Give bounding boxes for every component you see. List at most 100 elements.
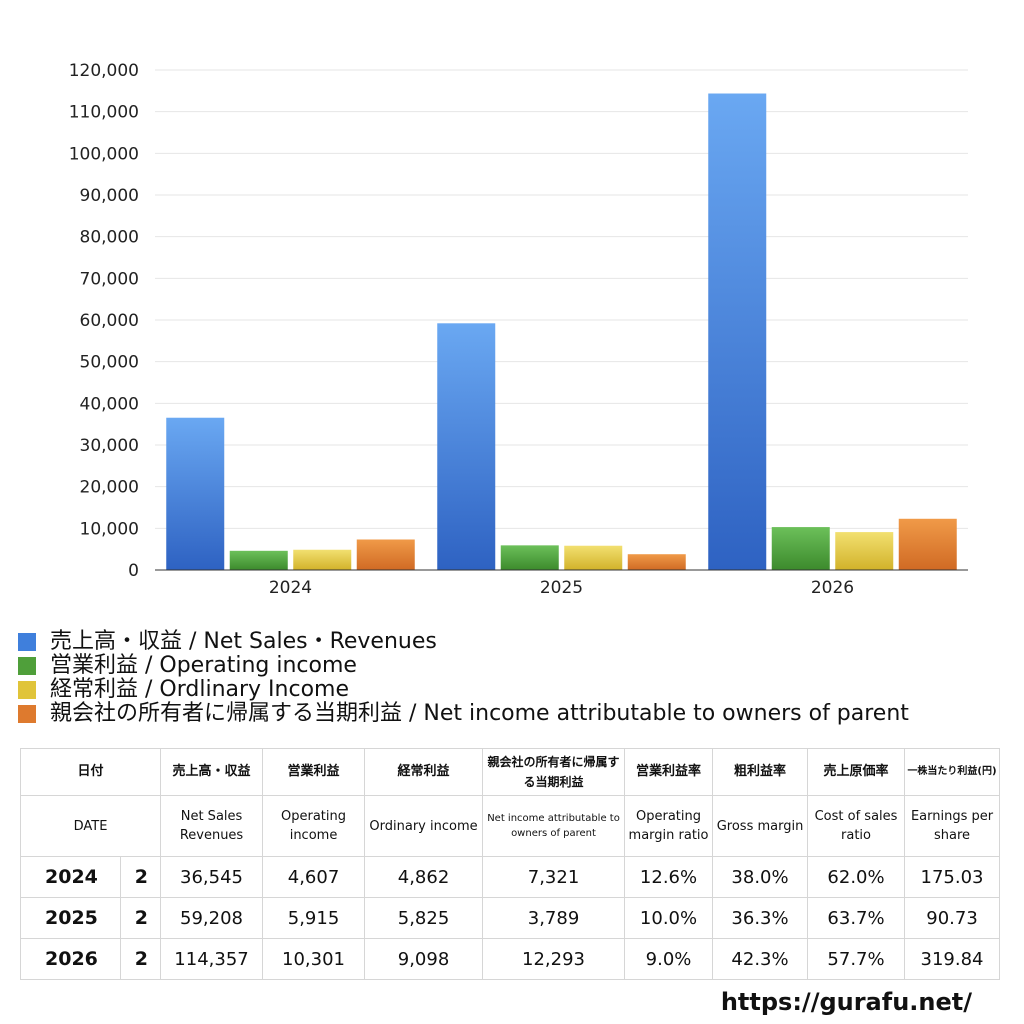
header-date-jp: 日付 <box>19 748 162 796</box>
header-net-income-jp: 親会社の所有者に帰属する当期利益 <box>482 748 626 796</box>
bar-2024-series-2 <box>293 549 352 570</box>
header-cost-ratio-en: Cost of sales ratio <box>807 795 906 857</box>
y-axis-ticks: 0 10,000 20,000 30,000 40,000 50,000 60,000 70,… <box>69 61 139 581</box>
legend-label: 営業利益 / Operating income <box>50 653 357 678</box>
row-year: 2026 <box>20 938 121 980</box>
table-row: 2025 2 59,208 5,915 5,825 3,789 10.0% 36… <box>20 897 1001 939</box>
legend: 売上高・収益 / Net Sales・Revenues 営業利益 / Opera… <box>18 630 1018 726</box>
legend-item-ordinary-income: 経常利益 / Ordlinary Income <box>18 678 1018 702</box>
bar-2024-series-0 <box>166 417 225 570</box>
cell-ordinary-income: 5,825 <box>364 897 484 939</box>
cell-net-income: 12,293 <box>482 938 626 980</box>
x-axis-ticks: 2024 2025 2026 <box>269 578 854 598</box>
cell-ordinary-income: 4,862 <box>364 856 484 898</box>
row-quarter: 2 <box>119 938 162 980</box>
cell-net-sales: 114,357 <box>160 938 264 980</box>
y-tick-label: 70,000 <box>80 269 139 289</box>
cell-operating-margin: 12.6% <box>624 856 714 898</box>
table-row: 2026 2 114,357 10,301 9,098 12,293 9.0% … <box>20 938 1001 980</box>
legend-item-operating-income: 営業利益 / Operating income <box>18 654 1018 678</box>
header-ordinary-income-jp: 経常利益 <box>364 748 484 796</box>
y-tick-label: 30,000 <box>80 436 139 456</box>
bar-2025-series-0 <box>437 323 496 570</box>
header-net-sales-jp: 売上高・収益 <box>160 748 264 796</box>
bar-2024-series-3 <box>356 539 415 570</box>
y-tick-label: 120,000 <box>69 61 139 81</box>
row-year: 2025 <box>20 897 121 939</box>
legend-swatch <box>18 657 36 675</box>
y-tick-label: 80,000 <box>80 228 139 248</box>
legend-label: 経常利益 / Ordlinary Income <box>50 677 349 702</box>
legend-swatch <box>18 705 36 723</box>
cell-ordinary-income: 9,098 <box>364 938 484 980</box>
row-quarter: 2 <box>119 897 162 939</box>
cell-gross-margin: 36.3% <box>712 897 809 939</box>
cell-operating-income: 4,607 <box>262 856 366 898</box>
cell-operating-margin: 9.0% <box>624 938 714 980</box>
y-tick-label: 50,000 <box>80 353 139 373</box>
cell-net-sales: 59,208 <box>160 897 264 939</box>
header-cost-ratio-jp: 売上原価率 <box>807 748 906 796</box>
row-year: 2024 <box>20 856 121 898</box>
cell-gross-margin: 38.0% <box>712 856 809 898</box>
y-tick-label: 110,000 <box>69 103 139 123</box>
cell-operating-income: 5,915 <box>262 897 366 939</box>
table-header-en: DATE Net Sales Revenues Operating income… <box>19 795 1001 857</box>
cell-operating-margin: 10.0% <box>624 897 714 939</box>
cell-eps: 90.73 <box>904 897 1001 939</box>
cell-eps: 175.03 <box>904 856 1001 898</box>
cell-net-income: 3,789 <box>482 897 626 939</box>
cell-operating-income: 10,301 <box>262 938 366 980</box>
cell-eps: 319.84 <box>904 938 1001 980</box>
legend-swatch <box>18 633 36 651</box>
y-tick-label: 100,000 <box>69 144 139 164</box>
header-gross-margin-jp: 粗利益率 <box>712 748 809 796</box>
y-tick-label: 90,000 <box>80 186 139 206</box>
y-tick-label: 0 <box>128 561 139 581</box>
bar-2025-series-3 <box>627 554 686 570</box>
bar-2026-series-2 <box>835 532 894 570</box>
cell-cost-ratio: 63.7% <box>807 897 906 939</box>
legend-label: 売上高・収益 / Net Sales・Revenues <box>50 629 437 654</box>
cell-gross-margin: 42.3% <box>712 938 809 980</box>
x-tick-label: 2025 <box>540 578 583 598</box>
header-net-income-en: Net income attributable to owners of par… <box>482 795 626 857</box>
header-operating-margin-en: Operating margin ratio <box>624 795 714 857</box>
bar-2024-series-1 <box>229 550 288 570</box>
header-eps-jp: 一株当たり利益(円) <box>904 748 1001 796</box>
y-tick-label: 40,000 <box>80 394 139 414</box>
legend-item-net-income: 親会社の所有者に帰属する当期利益 / Net income attributab… <box>18 702 1018 726</box>
bars <box>166 93 957 570</box>
x-tick-label: 2026 <box>811 578 854 598</box>
watermark-url: https://gurafu.net/ <box>720 988 972 1016</box>
bar-2026-series-0 <box>708 93 767 570</box>
header-gross-margin-en: Gross margin <box>712 795 809 857</box>
legend-item-net-sales: 売上高・収益 / Net Sales・Revenues <box>18 630 1018 654</box>
bar-chart: 0 10,000 20,000 30,000 40,000 50,000 60,000 70,… <box>69 61 968 598</box>
legend-label: 親会社の所有者に帰属する当期利益 / Net income attributab… <box>50 701 909 726</box>
cell-net-income: 7,321 <box>482 856 626 898</box>
gridlines <box>155 69 968 529</box>
cell-cost-ratio: 62.0% <box>807 856 906 898</box>
table-row: 2024 2 36,545 4,607 4,862 7,321 12.6% 38… <box>20 856 1001 898</box>
header-operating-income-en: Operating income <box>262 795 366 857</box>
x-tick-label: 2024 <box>269 578 312 598</box>
bar-2026-series-3 <box>898 518 957 570</box>
y-tick-label: 10,000 <box>80 519 139 539</box>
y-tick-label: 60,000 <box>80 311 139 331</box>
y-tick-label: 20,000 <box>80 478 139 498</box>
header-operating-margin-jp: 営業利益率 <box>624 748 714 796</box>
row-quarter: 2 <box>119 856 162 898</box>
bar-2025-series-2 <box>564 545 623 570</box>
header-ordinary-income-en: Ordinary income <box>364 795 484 857</box>
bar-2025-series-1 <box>500 545 559 570</box>
header-operating-income-jp: 営業利益 <box>262 748 366 796</box>
bar-2026-series-1 <box>771 527 830 570</box>
cell-net-sales: 36,545 <box>160 856 264 898</box>
cell-cost-ratio: 57.7% <box>807 938 906 980</box>
legend-swatch <box>18 681 36 699</box>
header-net-sales-en: Net Sales Revenues <box>160 795 264 857</box>
header-eps-en: Earnings per share <box>904 795 1001 857</box>
financial-table: 日付 売上高・収益 営業利益 経常利益 親会社の所有者に帰属する当期利益 営業利… <box>19 748 1001 980</box>
table-header-jp: 日付 売上高・収益 営業利益 経常利益 親会社の所有者に帰属する当期利益 営業利… <box>19 748 1001 796</box>
